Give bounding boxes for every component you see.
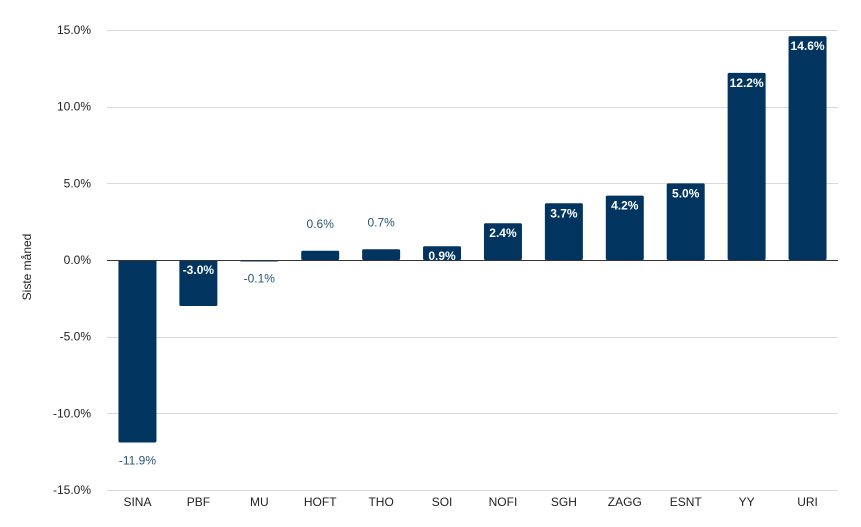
bar-zagg	[605, 195, 644, 260]
x-tick-label: URI	[797, 495, 818, 509]
data-label: -0.1%	[244, 272, 276, 286]
data-label: 2.4%	[489, 226, 517, 240]
y-tick-label: 5.0%	[64, 176, 92, 190]
gridlines	[107, 30, 838, 491]
bar-sgh	[544, 203, 583, 260]
y-axis-title: Siste måned	[20, 234, 34, 301]
y-tick-label: -15.0%	[53, 483, 91, 497]
bar-hoft	[301, 250, 340, 260]
x-tick-label: ESNT	[670, 495, 703, 509]
x-tick-label: HOFT	[304, 495, 337, 509]
data-label: 0.7%	[367, 215, 395, 229]
bar-uri	[788, 36, 827, 261]
data-label: 0.6%	[307, 217, 335, 231]
data-label: 3.7%	[550, 206, 578, 220]
x-tick-label: SOI	[432, 495, 453, 509]
x-tick-label: ZAGG	[608, 495, 642, 509]
bar-tho	[362, 249, 401, 260]
x-tick-label: THO	[368, 495, 393, 509]
y-tick-label: 15.0%	[57, 23, 91, 37]
bars	[107, 36, 838, 443]
data-label: -11.9%	[119, 453, 156, 467]
x-tick-label: SINA	[123, 495, 151, 509]
data-label: 12.2%	[730, 76, 764, 90]
data-label: 5.0%	[672, 186, 700, 200]
y-tick-label: 0.0%	[64, 253, 92, 267]
bar-yy	[727, 72, 766, 260]
y-axis-ticks: 15.0% 10.0% 5.0% 0.0% -5.0% -10.0% -15.0%	[53, 23, 91, 497]
bar-nofi	[483, 223, 522, 260]
bar-esnt	[666, 183, 705, 260]
x-tick-label: YY	[739, 495, 755, 509]
y-tick-label: -5.0%	[60, 330, 92, 344]
x-tick-label: MU	[250, 495, 269, 509]
y-tick-label: -10.0%	[53, 406, 91, 420]
bar-pbf	[179, 260, 218, 306]
bar-soi	[423, 246, 462, 260]
data-label: -3.0%	[183, 263, 215, 277]
x-tick-label: PBF	[187, 495, 210, 509]
y-tick-label: 10.0%	[57, 100, 91, 114]
x-axis-ticks: SINA PBF MU HOFT THO SOI NOFI SGH ZAGG ESNT YY URI	[123, 495, 817, 509]
x-tick-label: SGH	[551, 495, 577, 509]
bar-sina	[118, 260, 157, 443]
data-label: 0.9%	[428, 249, 456, 263]
data-label: 14.6%	[791, 39, 825, 53]
data-labels: -11.9% -3.0% -0.1% 0.6% 0.7% 0.9% 2.4% 3.7% 4.2%…	[119, 39, 825, 467]
data-label: 4.2%	[611, 199, 639, 213]
x-tick-label: NOFI	[489, 495, 518, 509]
